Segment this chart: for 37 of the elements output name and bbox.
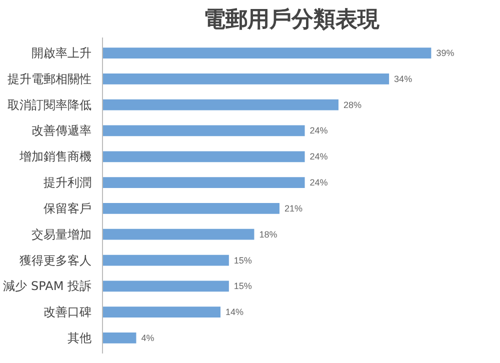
- y-tick-label: 增加銷售商機: [18, 150, 92, 164]
- y-tick-label: 取消訂閱率降低: [8, 98, 92, 112]
- bar: [102, 177, 305, 188]
- data-label: 24%: [310, 126, 328, 136]
- data-label: 34%: [394, 74, 412, 84]
- y-tick-label: 保留客戶: [44, 201, 92, 216]
- bar: [102, 151, 305, 162]
- data-label: 28%: [343, 100, 362, 110]
- data-label: 39%: [436, 48, 454, 58]
- bar: [102, 332, 136, 344]
- data-label: 15%: [234, 255, 252, 266]
- y-tick-label: 交易量增加: [32, 227, 92, 242]
- bar: [102, 125, 305, 136]
- y-tick-label: 減少 SPAM 投訴: [3, 279, 92, 294]
- bar: [102, 280, 229, 292]
- y-tick-label: 獲得更多客人: [20, 253, 92, 268]
- y-tick-label: 提升利潤: [44, 176, 92, 190]
- bar: [102, 306, 220, 318]
- data-label: 21%: [284, 203, 303, 214]
- data-label: 4%: [141, 332, 154, 343]
- y-tick-label: 其他: [68, 330, 92, 345]
- bar: [102, 203, 280, 214]
- y-tick-label: 改善口碑: [44, 305, 92, 320]
- data-label: 24%: [310, 152, 328, 162]
- y-tick-label: 提升電郵相關性: [8, 72, 92, 86]
- data-label: 14%: [225, 307, 244, 318]
- y-tick-label: 改善傳遞率: [32, 124, 92, 138]
- data-label: 15%: [234, 281, 252, 292]
- bar: [102, 48, 432, 58]
- bar: [102, 228, 254, 240]
- y-tick-label: 開啟率上升: [32, 46, 92, 60]
- chart-title: 電郵用戶分類表現: [204, 8, 380, 32]
- bar: [102, 254, 229, 266]
- data-label: 18%: [259, 229, 278, 240]
- data-label: 24%: [310, 178, 328, 188]
- bar: [102, 99, 338, 110]
- bar: [102, 74, 390, 84]
